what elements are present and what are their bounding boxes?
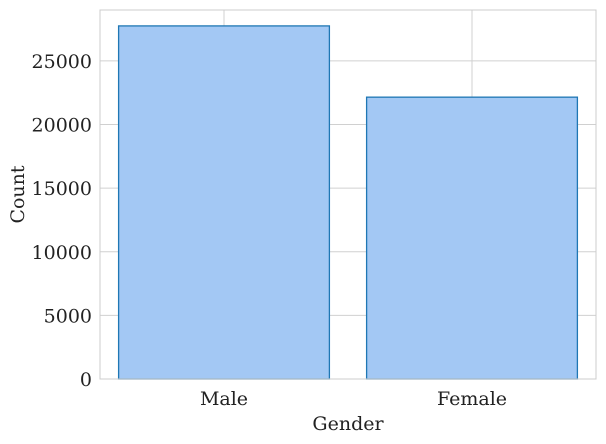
y-tick-labels: 0 5000 10000 15000 20000 25000 [32,51,92,391]
y-tick-label: 20000 [32,115,92,137]
x-tick-label-female: Female [437,388,507,410]
bar-female [365,96,579,380]
y-tick-label: 5000 [44,305,92,327]
bar-male [117,25,331,380]
y-tick-label: 15000 [32,178,92,200]
y-tick-label: 0 [80,369,92,391]
x-tick-labels: Male Female [200,388,507,410]
y-tick-label: 25000 [32,51,92,73]
y-tick-label: 10000 [32,242,92,264]
plot-frame [99,9,597,380]
bar-layer [117,25,579,380]
y-axis-label: Count [7,165,29,223]
x-axis-label: Gender [312,413,384,435]
x-tick-label-male: Male [200,388,248,410]
